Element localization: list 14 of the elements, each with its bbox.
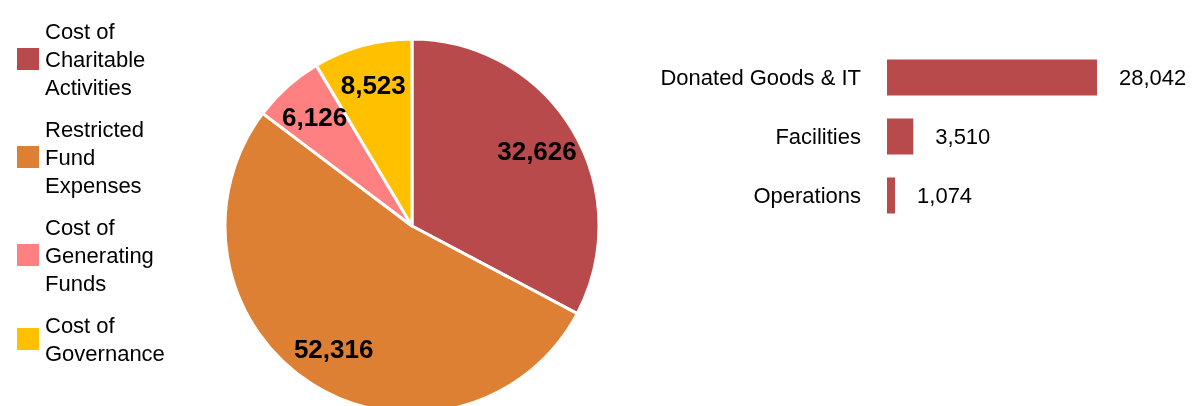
legend-label: Cost of Governance [45,312,165,366]
data-label: 1,074 [917,183,973,208]
data-label: 52,316 [293,334,374,365]
data-label: 3,510 [935,124,991,149]
data-label: 28,042 [1119,65,1187,90]
y-tick-label: Facilities [775,124,861,149]
y-tick-label: Donated Goods & IT [660,65,861,90]
data-label: 6,126 [282,102,348,133]
data-label: 8,523 [340,70,406,101]
data-label: 32,626 [497,135,577,166]
legend-label: Restricted Fund Expenses [45,116,151,198]
legend-label: Cost of Charitable Activities [45,18,152,100]
y-tick-label: Operations [753,183,861,208]
legend-label: Cost of Generating Funds [45,214,160,296]
